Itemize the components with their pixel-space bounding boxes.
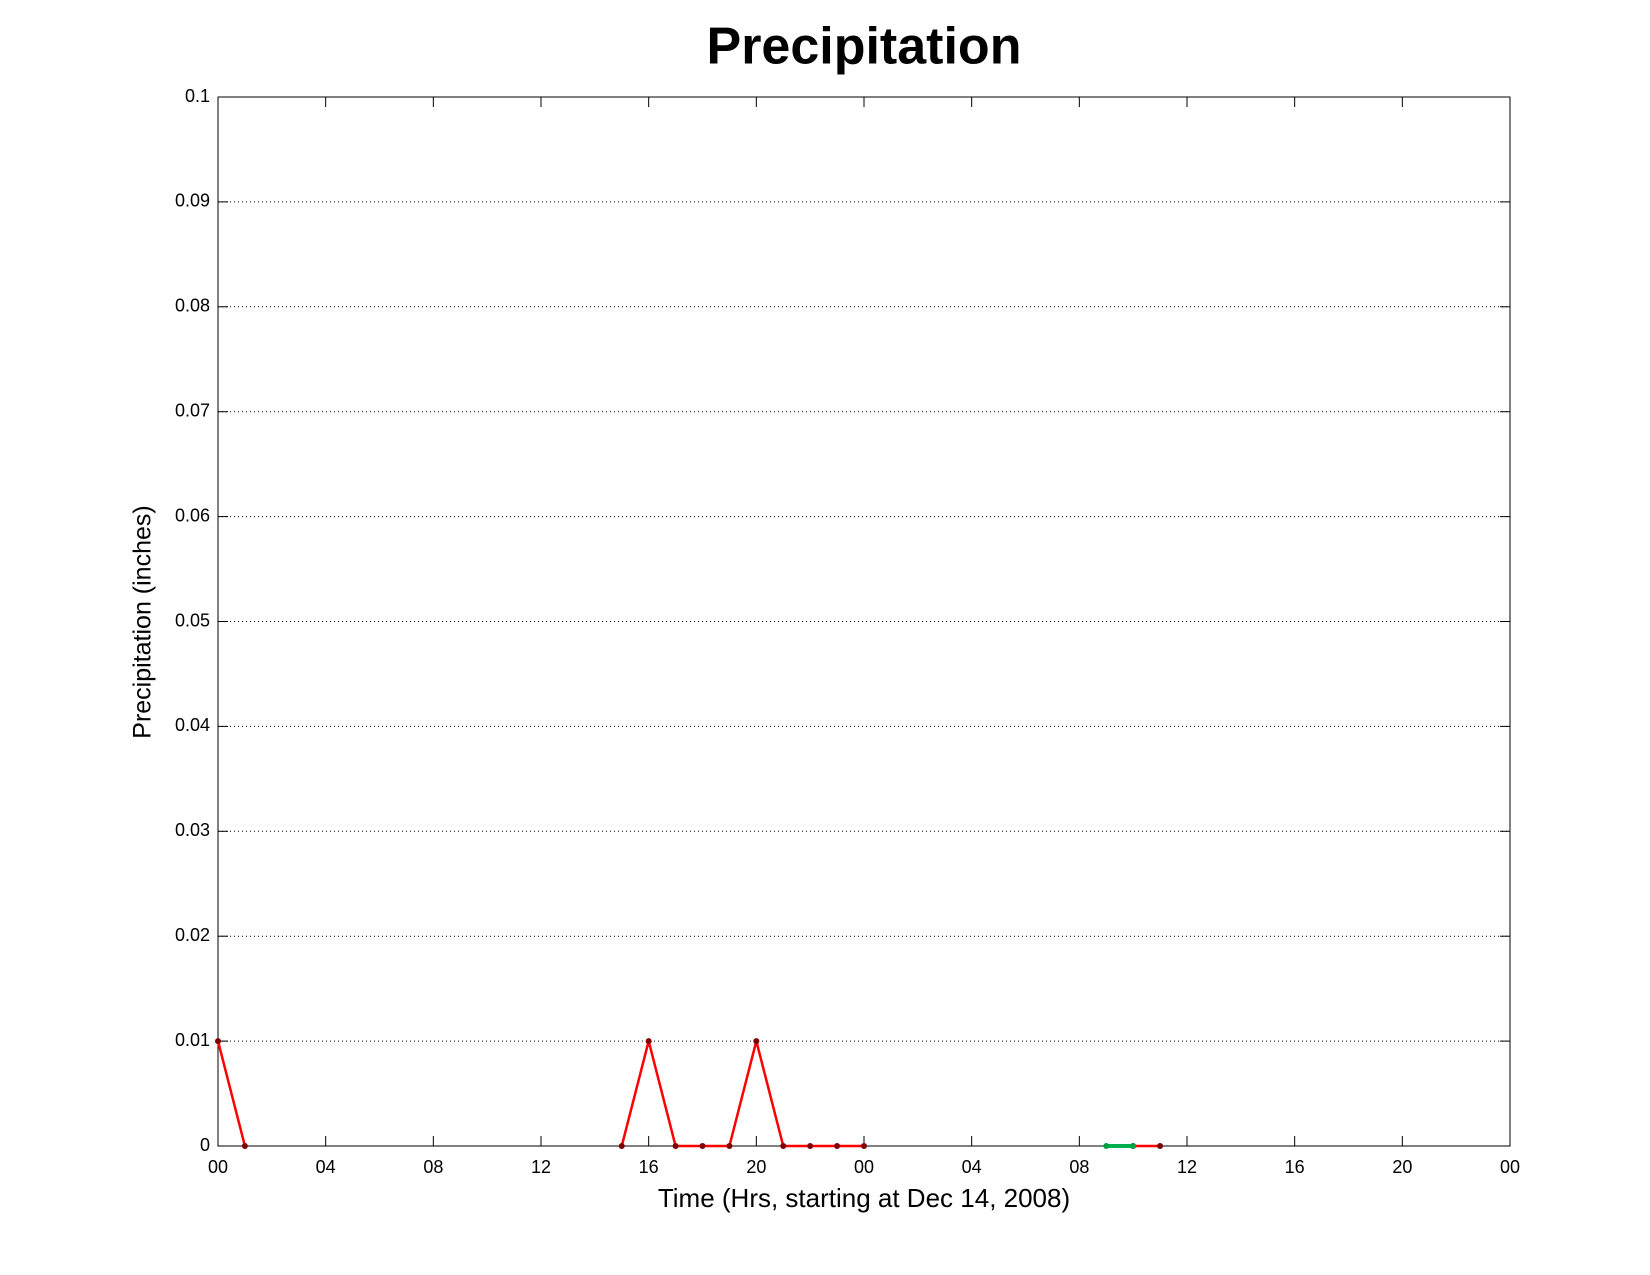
plot-frame [217, 96, 1511, 1147]
x-tick-label: 08 [423, 1157, 443, 1177]
x-tick-label: 12 [531, 1157, 551, 1177]
y-tick-label: 0.05 [175, 610, 210, 630]
y-tick-label: 0.06 [175, 505, 210, 525]
chart-title: Precipitation [707, 18, 1022, 76]
data-point [618, 1143, 625, 1149]
y-tick-label: 0 [200, 1135, 210, 1155]
data-point [215, 1038, 221, 1045]
x-tick-label: 16 [639, 1157, 659, 1177]
x-axis-label: Time (Hrs, starting at Dec 14, 2008) [658, 1183, 1070, 1213]
data-point [834, 1143, 841, 1149]
data-line [216, 1039, 1161, 1148]
x-tick-label: 20 [1392, 1157, 1412, 1177]
x-tick-label: 20 [746, 1157, 766, 1177]
data-point [672, 1143, 679, 1149]
x-tick-label: 00 [208, 1157, 228, 1177]
data-point [861, 1143, 867, 1149]
y-tick-label: 0.08 [175, 296, 210, 316]
data-point [1157, 1143, 1164, 1149]
x-tick-label: 04 [316, 1157, 336, 1177]
y-tick-label: 0.04 [175, 715, 210, 735]
data-point [1130, 1143, 1137, 1149]
data-point [645, 1038, 652, 1045]
x-tick-label: 08 [1069, 1157, 1089, 1177]
x-tick-label: 16 [1285, 1157, 1305, 1177]
data-point [753, 1038, 760, 1045]
y-tick-label: 0.07 [175, 400, 210, 420]
data-point [1103, 1143, 1110, 1149]
y-tick-label: 0.1 [185, 86, 210, 106]
y-axis-label: Precipitation (inches) [129, 505, 157, 738]
data-point [699, 1143, 706, 1149]
x-tick-label: 00 [1500, 1157, 1520, 1177]
data-point [807, 1143, 814, 1149]
x-tick-label: 00 [854, 1157, 874, 1177]
y-tick-label: 0.09 [175, 191, 210, 211]
y-tick-label: 0.02 [175, 925, 210, 945]
x-tick-label: 04 [962, 1157, 982, 1177]
data-point [241, 1143, 248, 1149]
y-tick-label: 0.03 [175, 820, 210, 840]
x-tick-label: 12 [1177, 1157, 1197, 1177]
data-point [780, 1143, 787, 1149]
y-tick-label: 0.01 [175, 1030, 210, 1050]
data-point [726, 1143, 733, 1149]
